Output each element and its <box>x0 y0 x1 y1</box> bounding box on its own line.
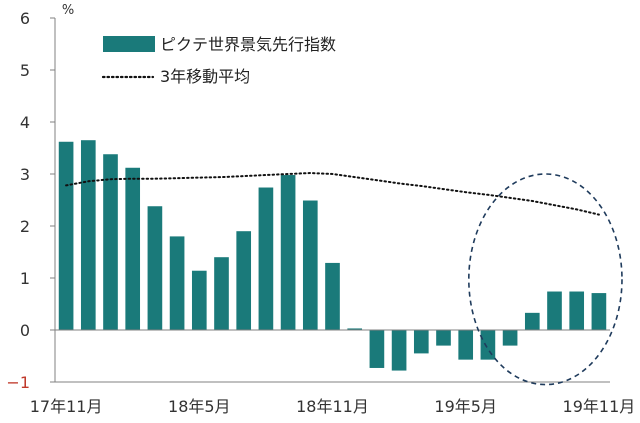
x-tick-label: 17年11月 <box>30 397 103 416</box>
x-tick-label: 18年5月 <box>168 397 231 416</box>
y-tick-label: 1 <box>20 269 30 288</box>
bar <box>547 291 562 330</box>
bar <box>591 293 607 330</box>
bar <box>125 167 141 330</box>
highlight-ellipse-shape <box>468 173 623 386</box>
bar <box>458 330 474 360</box>
bar <box>413 330 429 354</box>
bar <box>325 262 340 330</box>
bar <box>302 200 318 330</box>
x-axis-ticks: 17年11月 18年5月 18年11月 19年5月 19年11月 <box>30 397 636 416</box>
y-tick-label: 2 <box>20 217 30 236</box>
y-tick-label: 5 <box>20 61 30 80</box>
highlight-ellipse <box>468 173 623 386</box>
x-tick-label: 19年11月 <box>563 397 636 416</box>
bar <box>347 328 363 330</box>
bar <box>391 330 407 371</box>
bar <box>258 187 274 330</box>
bar <box>369 330 385 368</box>
bar <box>147 206 163 330</box>
y-tick-label: 6 <box>20 9 30 28</box>
y-tick-label: −1 <box>6 373 30 392</box>
bar <box>214 257 229 330</box>
bar <box>524 312 540 330</box>
x-tick-label: 18年11月 <box>296 397 369 416</box>
y-axis-ticks: −1 0 1 2 3 4 5 6 <box>6 9 55 392</box>
bar <box>569 291 585 330</box>
bar <box>169 236 185 330</box>
legend: ピクテ世界景気先行指数 3年移動平均 <box>101 35 336 86</box>
bar <box>58 141 74 330</box>
legend-label-line: 3年移動平均 <box>160 67 250 86</box>
y-tick-label: 0 <box>20 321 30 340</box>
bar <box>502 330 518 346</box>
bar <box>103 154 118 330</box>
bar <box>80 140 96 330</box>
line-series <box>65 171 600 216</box>
bar <box>436 330 451 346</box>
y-tick-label: 4 <box>20 113 30 132</box>
legend-label-bar: ピクテ世界景気先行指数 <box>160 35 336 54</box>
y-tick-label: 3 <box>20 165 30 184</box>
bar <box>191 270 207 330</box>
bar <box>480 330 496 360</box>
y-unit-label: % <box>62 3 74 18</box>
x-tick-label: 19年5月 <box>434 397 497 416</box>
legend-swatch-bar <box>103 36 155 52</box>
axes <box>54 18 610 383</box>
moving-average-line <box>65 171 600 216</box>
bar <box>280 175 296 330</box>
bar <box>236 231 252 330</box>
bar-series <box>58 140 607 371</box>
